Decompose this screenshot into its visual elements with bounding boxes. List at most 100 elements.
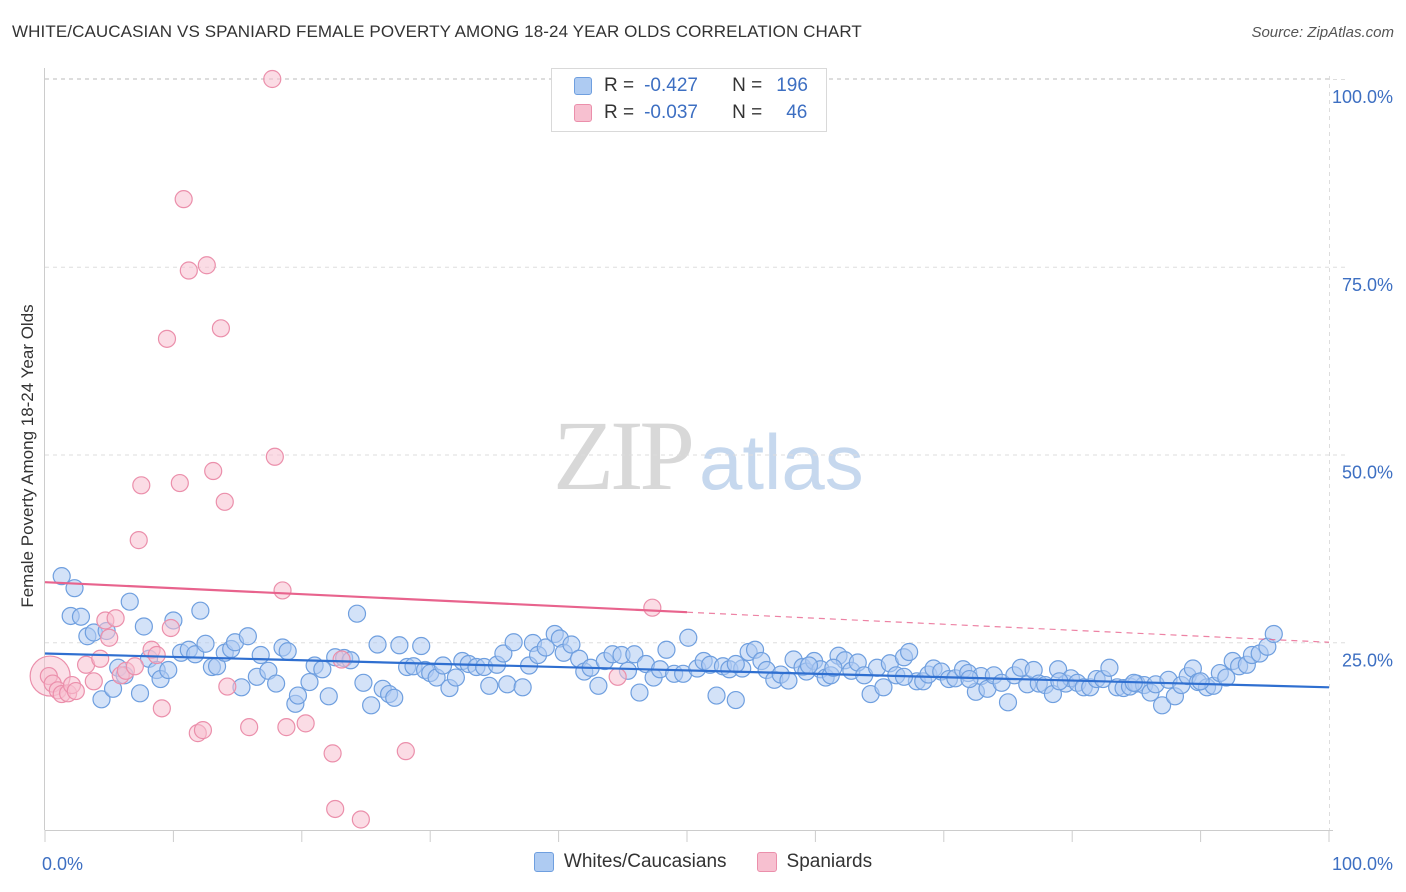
data-point-whites [368, 635, 387, 654]
x-tick-label: 0.0% [42, 854, 83, 874]
data-point-spaniards [240, 718, 259, 737]
bottom-legend: Whites/Caucasians Spaniards [0, 851, 1406, 873]
data-point-whites [726, 654, 745, 674]
data-point-spaniards [277, 718, 296, 737]
source-label: Source: ZipAtlas.com [1251, 24, 1394, 41]
data-point-whites [1152, 696, 1172, 715]
data-point-whites [71, 607, 91, 626]
data-point-whites [657, 640, 676, 659]
data-point-whites [191, 601, 210, 620]
data-point-spaniards [608, 667, 627, 686]
data-point-whites [238, 627, 257, 646]
data-point-spaniards [265, 447, 284, 466]
data-point-spaniards [161, 618, 180, 638]
data-point-spaniards [84, 672, 103, 691]
data-point-whites [433, 656, 453, 675]
y-tick-label: 100.0% [1332, 87, 1393, 107]
data-point-spaniards [66, 681, 85, 701]
data-point-whites [874, 678, 893, 697]
data-point-whites [900, 642, 919, 662]
data-point-whites [385, 688, 404, 707]
data-point-whites [589, 676, 608, 695]
data-point-whites [513, 678, 532, 697]
data-point-whites [362, 696, 381, 715]
bottom-legend-whites: Whites/Caucasians [533, 851, 727, 873]
data-point-whites [446, 668, 465, 687]
data-point-spaniards [91, 649, 110, 668]
data-point-whites [1100, 658, 1119, 677]
chart-title: WHITE/CAUCASIAN VS SPANIARD FEMALE POVER… [12, 22, 862, 41]
data-point-whites [799, 656, 819, 675]
y-tick-label: 25.0% [1342, 650, 1393, 670]
data-point-spaniards [106, 609, 125, 628]
watermark-atlas: atlas [699, 418, 864, 506]
data-point-spaniards [170, 473, 189, 493]
trend-line-spaniards-extension [686, 611, 1330, 643]
data-point-whites [288, 686, 308, 705]
y-tick-label: 75.0% [1342, 275, 1393, 295]
data-point-whites [562, 635, 581, 654]
data-point-whites [504, 633, 523, 652]
data-point-whites [824, 658, 843, 677]
data-point-spaniards [332, 650, 351, 669]
legend-r-label: R = [604, 75, 635, 96]
data-point-spaniards [147, 645, 166, 665]
legend-r-value: -0.037 [644, 102, 698, 123]
bottom-legend-spaniards-label: Spaniards [786, 851, 873, 872]
y-tick-label: 50.0% [1342, 463, 1393, 483]
data-point-spaniards [396, 742, 415, 761]
bottom-legend-spaniards: Spaniards [756, 851, 873, 873]
data-point-whites [92, 690, 111, 709]
data-point-whites [278, 642, 297, 661]
data-point-whites [679, 628, 698, 647]
data-point-whites [1217, 668, 1236, 687]
tick-labels: 25.0% 50.0% 75.0% 100.0% 0.0% 100.0% [42, 87, 1393, 874]
series-whites-points [52, 567, 1283, 715]
legend-r-value: -0.427 [644, 75, 698, 96]
data-point-spaniards [215, 492, 234, 511]
data-point-spaniards [152, 699, 171, 718]
trend-line-whites [44, 652, 1330, 689]
data-point-whites [313, 660, 332, 679]
legend-swatch-blue [574, 77, 592, 95]
legend-n-value: 196 [776, 75, 808, 96]
data-point-whites [1191, 672, 1210, 691]
data-point-spaniards [296, 714, 315, 733]
data-point-whites [159, 660, 178, 680]
data-point-spaniards [174, 190, 193, 209]
data-point-whites [707, 686, 726, 705]
data-point-whites [300, 672, 319, 692]
x-tick-label: 100.0% [1332, 854, 1393, 874]
legend-swatch-pink [574, 104, 592, 122]
data-point-whites [354, 673, 373, 692]
data-point-spaniards [263, 69, 282, 89]
data-point-spaniards [100, 628, 119, 647]
data-point-spaniards [326, 799, 345, 819]
data-point-whites [319, 687, 338, 706]
data-point-whites [998, 693, 1018, 712]
legend-row-spaniards: R = -0.037 N = 46 [574, 101, 807, 125]
data-point-spaniards [211, 319, 231, 338]
data-point-whites [494, 644, 513, 663]
axes [44, 68, 1333, 842]
data-point-whites [134, 617, 153, 636]
data-point-spaniards [204, 461, 223, 481]
data-point-whites [120, 592, 139, 611]
data-point-whites [480, 676, 499, 695]
data-point-whites [347, 604, 367, 623]
legend-n-value: 46 [786, 102, 808, 123]
legend-row-whites: R = -0.427 N = 196 [574, 74, 808, 98]
data-point-spaniards [643, 598, 662, 617]
data-point-spaniards [157, 329, 177, 348]
data-point-spaniards [132, 476, 151, 495]
data-point-whites [130, 684, 150, 703]
data-point-whites [625, 645, 644, 664]
data-point-whites [251, 645, 270, 665]
data-point-spaniards [129, 531, 148, 550]
y-axis-label: Female Poverty Among 18-24 Year Olds [18, 304, 37, 608]
grid-lines [45, 76, 1349, 830]
legend-n-label: N = [732, 75, 763, 96]
data-point-whites [630, 683, 649, 702]
data-point-whites [779, 671, 798, 690]
